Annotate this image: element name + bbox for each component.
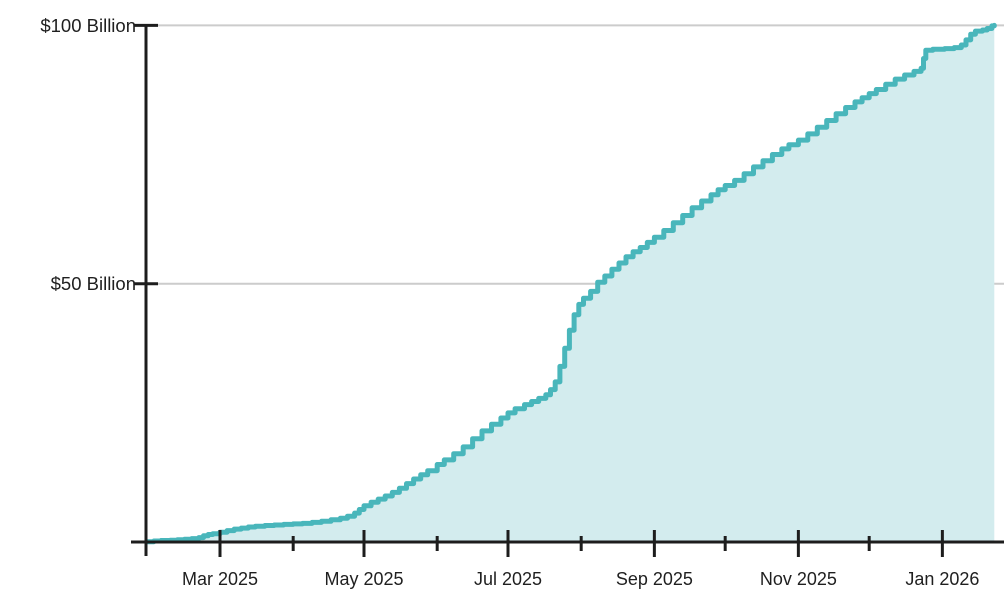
x-axis-label: Sep 2025	[616, 569, 693, 589]
y-axis-label: $50 Billion	[51, 273, 136, 294]
trend-line	[144, 22, 997, 545]
x-axis-label: May 2025	[324, 569, 403, 589]
x-axis-label: Jan 2026	[905, 569, 979, 589]
x-axis-label: Jul 2025	[474, 569, 542, 589]
x-axis-label: Nov 2025	[760, 569, 837, 589]
y-axis-label: $100 Billion	[40, 15, 136, 36]
x-axis-label: Mar 2025	[182, 569, 258, 589]
